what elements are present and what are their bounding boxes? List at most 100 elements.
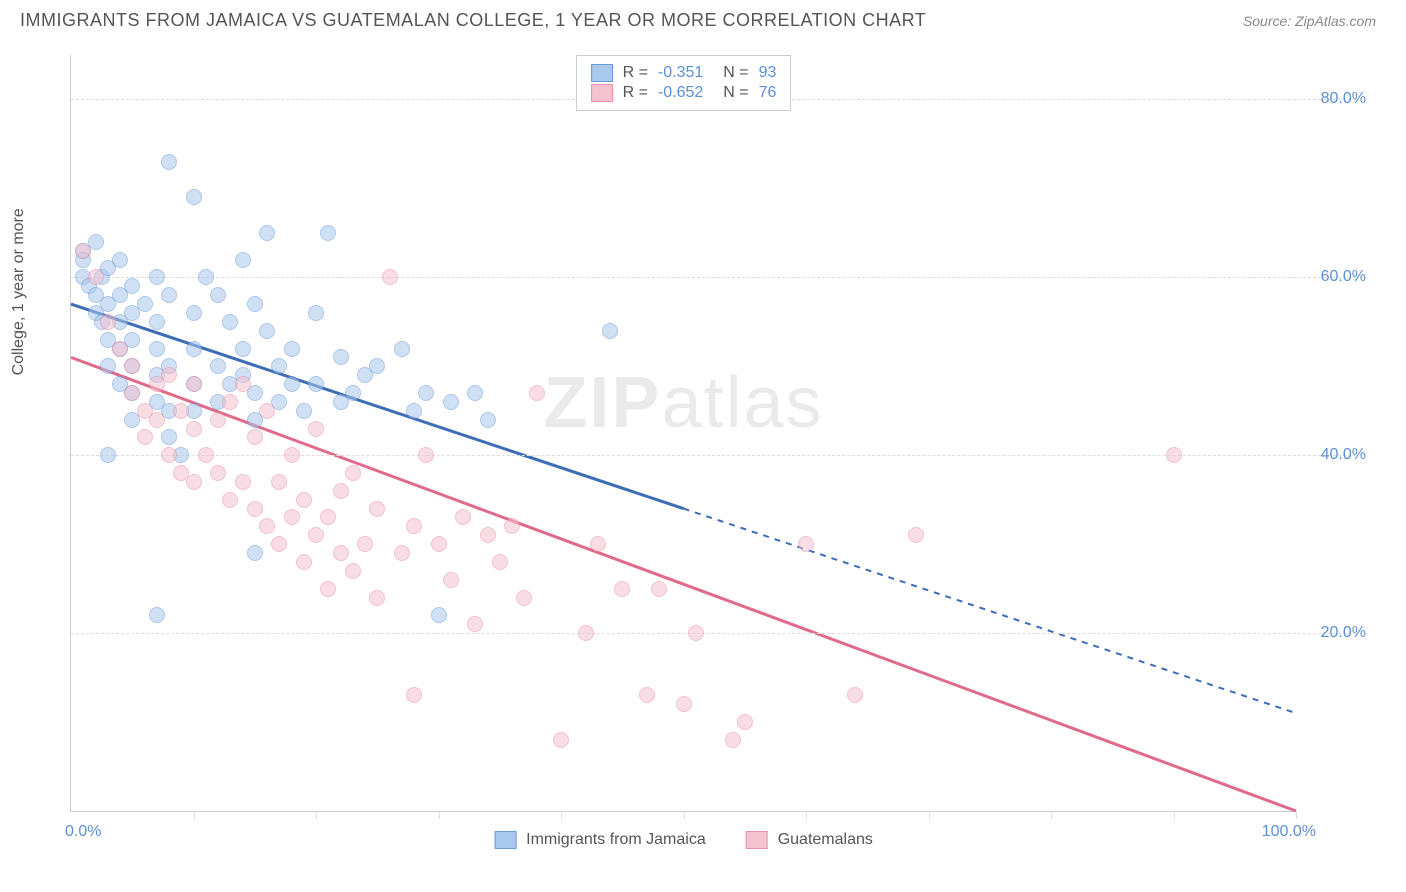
x-tick-mark xyxy=(684,811,685,819)
scatter-point-guatemala xyxy=(406,687,422,703)
legend-item-jamaica: Immigrants from Jamaica xyxy=(494,831,706,849)
x-tick-mark xyxy=(561,811,562,819)
scatter-point-guatemala xyxy=(198,447,214,463)
scatter-point-jamaica xyxy=(161,429,177,445)
scatter-point-guatemala xyxy=(529,385,545,401)
scatter-point-guatemala xyxy=(210,412,226,428)
gridline-h xyxy=(71,277,1356,278)
scatter-point-guatemala xyxy=(725,732,741,748)
plot-area: ZIPatlas R = -0.351 N = 93 R = -0.652 N … xyxy=(70,55,1296,812)
scatter-point-jamaica xyxy=(210,287,226,303)
scatter-point-jamaica xyxy=(271,358,287,374)
scatter-point-guatemala xyxy=(578,625,594,641)
scatter-point-jamaica xyxy=(394,341,410,357)
scatter-point-guatemala xyxy=(651,581,667,597)
scatter-point-guatemala xyxy=(186,376,202,392)
scatter-point-jamaica xyxy=(320,225,336,241)
scatter-point-jamaica xyxy=(235,252,251,268)
scatter-point-jamaica xyxy=(222,314,238,330)
scatter-point-jamaica xyxy=(149,607,165,623)
scatter-point-guatemala xyxy=(320,581,336,597)
scatter-point-jamaica xyxy=(480,412,496,428)
scatter-point-guatemala xyxy=(100,314,116,330)
correlation-legend: R = -0.351 N = 93 R = -0.652 N = 76 xyxy=(576,55,792,111)
scatter-point-jamaica xyxy=(161,287,177,303)
scatter-point-jamaica xyxy=(161,154,177,170)
scatter-point-guatemala xyxy=(271,474,287,490)
scatter-point-guatemala xyxy=(443,572,459,588)
scatter-point-jamaica xyxy=(467,385,483,401)
scatter-point-guatemala xyxy=(88,269,104,285)
scatter-point-jamaica xyxy=(443,394,459,410)
swatch-pink-icon xyxy=(591,84,613,102)
x-tick-mark xyxy=(1051,811,1052,819)
scatter-point-jamaica xyxy=(431,607,447,623)
scatter-point-jamaica xyxy=(259,323,275,339)
scatter-point-guatemala xyxy=(1166,447,1182,463)
gridline-h xyxy=(71,455,1356,456)
scatter-point-guatemala xyxy=(369,590,385,606)
scatter-point-guatemala xyxy=(284,509,300,525)
y-tick-label: 80.0% xyxy=(1321,90,1366,108)
scatter-point-jamaica xyxy=(284,376,300,392)
scatter-point-jamaica xyxy=(149,314,165,330)
scatter-point-guatemala xyxy=(798,536,814,552)
scatter-point-guatemala xyxy=(186,421,202,437)
scatter-point-jamaica xyxy=(333,349,349,365)
scatter-point-guatemala xyxy=(235,474,251,490)
scatter-point-guatemala xyxy=(235,376,251,392)
chart-container: College, 1 year or more ZIPatlas R = -0.… xyxy=(20,45,1386,872)
x-tick-mark xyxy=(439,811,440,819)
scatter-point-guatemala xyxy=(369,501,385,517)
scatter-point-guatemala xyxy=(455,509,471,525)
scatter-point-jamaica xyxy=(100,447,116,463)
scatter-point-jamaica xyxy=(198,269,214,285)
scatter-point-jamaica xyxy=(259,225,275,241)
gridline-h xyxy=(71,633,1356,634)
scatter-point-guatemala xyxy=(492,554,508,570)
scatter-point-jamaica xyxy=(100,358,116,374)
series-legend: Immigrants from Jamaica Guatemalans xyxy=(494,831,873,849)
scatter-point-guatemala xyxy=(173,403,189,419)
scatter-point-guatemala xyxy=(247,429,263,445)
x-tick-mark xyxy=(316,811,317,819)
scatter-point-guatemala xyxy=(480,527,496,543)
scatter-point-jamaica xyxy=(418,385,434,401)
x-tick-min: 0.0% xyxy=(65,823,101,841)
scatter-point-jamaica xyxy=(124,278,140,294)
scatter-point-guatemala xyxy=(186,474,202,490)
scatter-point-guatemala xyxy=(284,447,300,463)
scatter-point-guatemala xyxy=(137,429,153,445)
scatter-point-guatemala xyxy=(161,447,177,463)
scatter-point-guatemala xyxy=(737,714,753,730)
scatter-point-jamaica xyxy=(308,305,324,321)
scatter-point-jamaica xyxy=(602,323,618,339)
scatter-point-guatemala xyxy=(308,527,324,543)
scatter-point-jamaica xyxy=(369,358,385,374)
x-tick-mark xyxy=(806,811,807,819)
scatter-point-guatemala xyxy=(75,243,91,259)
scatter-point-guatemala xyxy=(345,465,361,481)
legend-row-pink: R = -0.652 N = 76 xyxy=(591,84,777,102)
scatter-point-guatemala xyxy=(516,590,532,606)
scatter-point-guatemala xyxy=(271,536,287,552)
scatter-point-jamaica xyxy=(186,341,202,357)
scatter-point-jamaica xyxy=(137,296,153,312)
scatter-point-guatemala xyxy=(296,492,312,508)
scatter-point-guatemala xyxy=(357,536,373,552)
scatter-point-guatemala xyxy=(210,465,226,481)
legend-row-blue: R = -0.351 N = 93 xyxy=(591,64,777,82)
x-tick-mark xyxy=(1296,811,1297,819)
scatter-point-jamaica xyxy=(149,269,165,285)
scatter-point-guatemala xyxy=(333,483,349,499)
scatter-point-guatemala xyxy=(259,518,275,534)
legend-item-guatemala: Guatemalans xyxy=(746,831,873,849)
scatter-point-guatemala xyxy=(124,385,140,401)
scatter-point-guatemala xyxy=(296,554,312,570)
scatter-point-guatemala xyxy=(345,563,361,579)
x-tick-max: 100.0% xyxy=(1262,823,1316,841)
scatter-point-guatemala xyxy=(124,358,140,374)
scatter-point-jamaica xyxy=(284,341,300,357)
scatter-point-jamaica xyxy=(406,403,422,419)
chart-title: IMMIGRANTS FROM JAMAICA VS GUATEMALAN CO… xyxy=(20,10,926,31)
